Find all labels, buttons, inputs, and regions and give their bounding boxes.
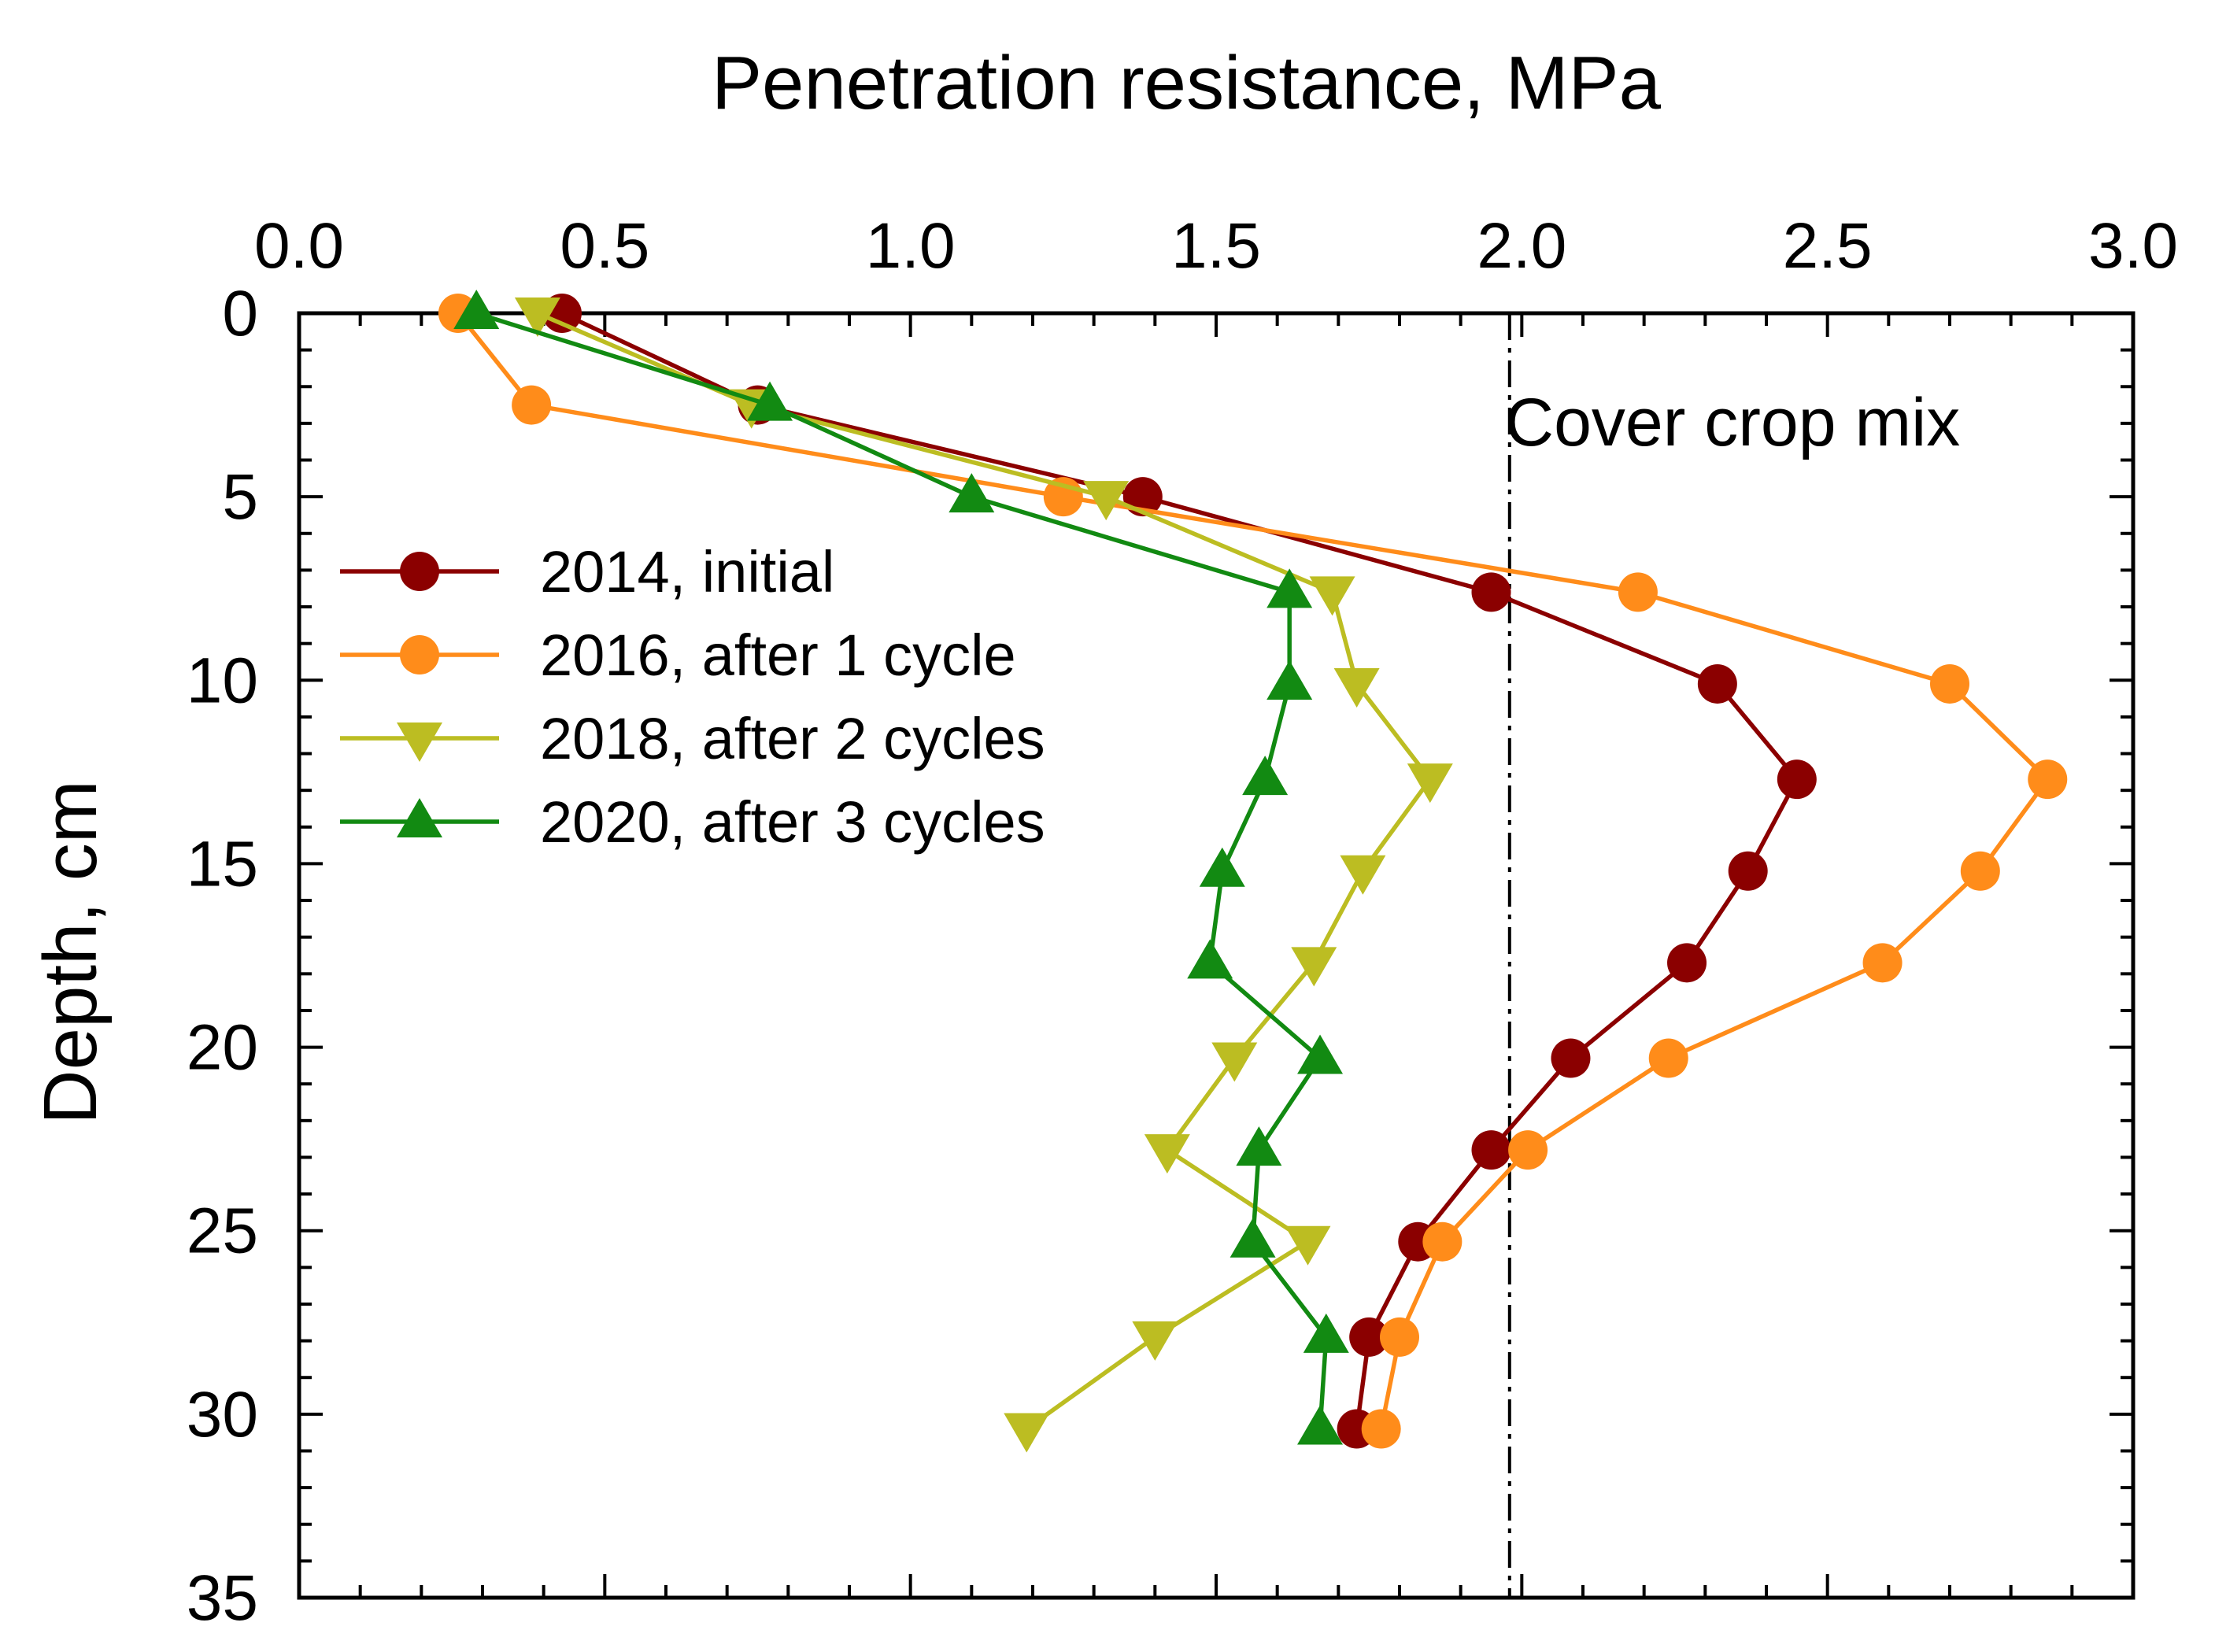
data-point — [1471, 572, 1511, 612]
cover-crop-annotation: Cover crop mix — [1505, 385, 1960, 460]
data-point — [1551, 1038, 1591, 1078]
legend-label: 2018, after 2 cycles — [540, 706, 1045, 771]
data-point — [1333, 667, 1380, 708]
data-point — [1380, 1317, 1419, 1357]
legend: 2014, initial 2016, after 1 cycle 2018, af… — [340, 539, 1045, 855]
y-tick-label: 15 — [187, 828, 258, 900]
data-point — [747, 381, 793, 421]
legend-label: 2014, initial — [540, 539, 834, 604]
data-point — [1508, 1130, 1548, 1170]
legend-label: 2020, after 3 cycles — [540, 789, 1045, 855]
y-tick-label: 5 — [222, 461, 258, 533]
series-line — [475, 311, 1329, 1429]
data-point — [1728, 851, 1768, 891]
series-4 — [453, 290, 1349, 1445]
y-tick-label: 10 — [187, 645, 258, 716]
data-point — [1132, 1321, 1178, 1361]
data-point — [453, 290, 500, 329]
data-point — [1230, 1218, 1276, 1258]
data-point — [1303, 1313, 1349, 1353]
y-tick-label: 20 — [187, 1012, 258, 1084]
y-tick-label: 25 — [187, 1196, 258, 1267]
data-point — [1361, 1409, 1401, 1449]
x-tick-label: 2.5 — [1783, 210, 1873, 282]
x-tick-label: 1.5 — [1171, 210, 1261, 282]
data-point — [1187, 939, 1233, 979]
data-point — [1618, 572, 1658, 612]
data-point — [1349, 1317, 1389, 1357]
y-tick-label: 0 — [222, 278, 258, 349]
data-point — [1422, 1221, 1462, 1262]
data-point — [1309, 576, 1355, 616]
legend-label: 2016, after 1 cycle — [540, 623, 1016, 688]
data-point — [1648, 1038, 1688, 1078]
y-tick-label: 30 — [187, 1379, 258, 1451]
legend-entry-3: 2018, after 2 cycles — [340, 706, 1045, 771]
y-tick-label: 35 — [187, 1562, 258, 1634]
data-point — [512, 385, 552, 425]
x-tick-label: 0.0 — [254, 210, 344, 282]
series-3 — [514, 298, 1453, 1453]
y-axis-title: Depth, cm — [28, 780, 113, 1124]
legend-entry-2: 2016, after 1 cycle — [340, 623, 1016, 688]
axes-layer: 0.0 0.5 1.0 1.5 2.0 2.5 3.0 0 5 10 15 20 25 30 35 — [187, 210, 2178, 1634]
data-point — [1471, 1130, 1511, 1170]
data-point — [1211, 1042, 1258, 1082]
data-point — [1407, 763, 1453, 804]
x-tick-label: 1.0 — [866, 210, 956, 282]
legend-marker — [397, 723, 442, 762]
series-layer — [438, 290, 2068, 1453]
data-point — [1667, 943, 1707, 983]
series-line — [456, 312, 2050, 1430]
data-point — [948, 473, 995, 513]
data-point — [1930, 663, 1969, 704]
series-line — [536, 311, 1433, 1431]
data-point — [1083, 481, 1130, 521]
data-point — [1777, 759, 1817, 800]
legend-marker — [400, 552, 439, 591]
data-point — [1297, 1405, 1344, 1445]
data-point — [1285, 1225, 1331, 1266]
data-point — [1291, 947, 1337, 987]
series-1 — [542, 294, 1817, 1449]
legend-marker — [397, 798, 442, 837]
x-axis-title: Penetration resistance, MPa — [712, 41, 1662, 125]
x-tick-label: 2.0 — [1477, 210, 1566, 282]
data-point — [1267, 660, 1313, 700]
legend-entry-4: 2020, after 3 cycles — [340, 789, 1045, 855]
data-point — [2028, 759, 2068, 800]
data-point — [1004, 1413, 1050, 1453]
data-point — [1267, 568, 1313, 608]
data-point — [1297, 1034, 1344, 1074]
data-point — [1236, 1126, 1282, 1166]
data-point — [1199, 847, 1245, 887]
data-point — [1960, 851, 2000, 891]
data-point — [1144, 1134, 1190, 1174]
data-point — [1697, 663, 1737, 704]
data-point — [514, 298, 560, 337]
series-line — [560, 311, 1799, 1429]
data-point — [1242, 756, 1289, 796]
x-tick-label: 3.0 — [2088, 210, 2178, 282]
x-tick-label: 0.5 — [560, 210, 649, 282]
data-point — [1862, 943, 1903, 983]
legend-entry-1: 2014, initial — [340, 539, 834, 604]
data-point — [1340, 855, 1386, 895]
legend-marker — [400, 635, 439, 674]
